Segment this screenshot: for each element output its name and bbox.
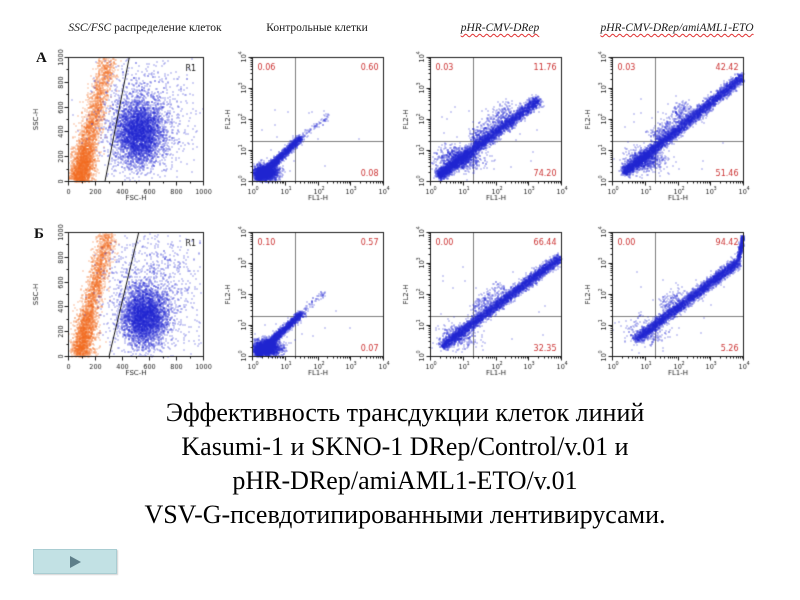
scatter-canvas-b2 <box>222 223 392 377</box>
caption-line: pHR-DRep/amiAML1-ETO/v.01 <box>232 466 578 495</box>
scatter-canvas-a2 <box>222 48 392 202</box>
column-header-control-cells: Контрольные клетки <box>217 22 417 38</box>
flow-panel-b1 <box>30 223 215 377</box>
column-header-emphasis: SSC/FSC <box>68 22 112 34</box>
flow-panel-a4 <box>582 48 752 202</box>
column-header-phr-cmv-drep-amiaml1-eto: pHR-CMV-DRep/amiAML1-ETO <box>568 22 786 38</box>
play-arrow-icon <box>69 555 81 568</box>
scatter-canvas-b3 <box>400 223 570 377</box>
scatter-canvas-b1 <box>30 223 215 377</box>
caption-line: Эффективность трансдукции клеток линий <box>165 398 645 427</box>
column-header-emphasis: pHR-CMV-DRep/amiAML1-ETO <box>600 22 754 34</box>
slide-caption: Эффективность трансдукции клеток линий K… <box>55 396 755 532</box>
flow-panel-a1 <box>30 48 215 202</box>
column-header-ssc-fsc: SSC/FSC распределение клеток <box>45 22 245 38</box>
flow-panel-a2 <box>222 48 392 202</box>
flow-panel-a3 <box>400 48 570 202</box>
caption-line: Kasumi-1 и SKNO-1 DRep/Control/v.01 и <box>181 432 629 461</box>
column-header-text: Контрольные клетки <box>266 22 368 34</box>
flow-panel-b3 <box>400 223 570 377</box>
scatter-canvas-a1 <box>30 48 215 202</box>
caption-line: VSV-G-псевдотипированными лентивирусами. <box>144 500 666 529</box>
column-header-text: распределение клеток <box>111 22 222 34</box>
next-slide-button[interactable] <box>33 549 117 574</box>
column-header-phr-cmv-drep: pHR-CMV-DRep <box>400 22 600 38</box>
scatter-canvas-b4 <box>582 223 752 377</box>
flow-panel-b2 <box>222 223 392 377</box>
scatter-canvas-a3 <box>400 48 570 202</box>
flow-panel-b4 <box>582 223 752 377</box>
column-header-emphasis: pHR-CMV-DRep <box>460 22 540 34</box>
scatter-canvas-a4 <box>582 48 752 202</box>
